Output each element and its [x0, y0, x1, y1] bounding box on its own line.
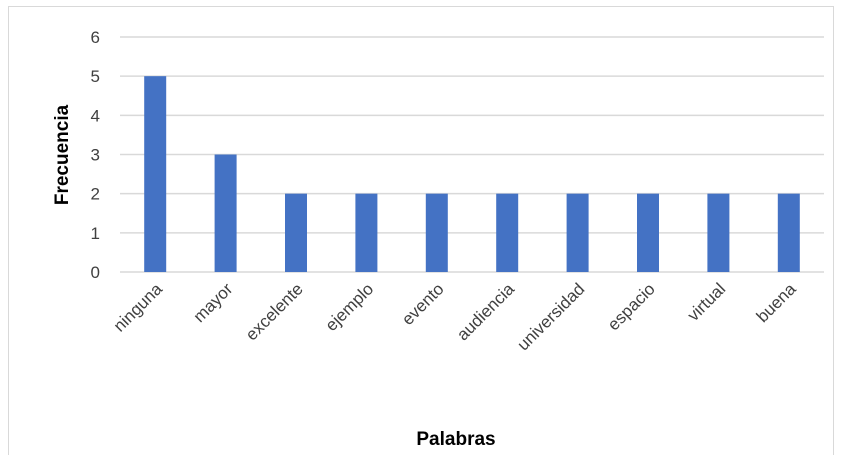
- bars: [144, 76, 800, 273]
- bar-mayor: [214, 154, 237, 272]
- bar-excelente: [285, 193, 307, 272]
- y-tick-label: 3: [91, 146, 100, 165]
- x-tick-label: virtual: [684, 279, 730, 325]
- x-tick-label: evento: [398, 279, 448, 329]
- bar-evento: [425, 193, 448, 272]
- bar-universidad: [566, 193, 589, 272]
- x-tick-label: ninguna: [110, 279, 167, 336]
- x-axis-title: Palabras: [416, 429, 495, 450]
- y-tick-label: 4: [91, 106, 100, 125]
- bar-espacio: [637, 193, 659, 272]
- x-tick-label: ejemplo: [322, 279, 378, 335]
- bar-ejemplo: [355, 193, 378, 272]
- y-tick-label: 6: [91, 28, 100, 47]
- x-tick-label: espacio: [604, 279, 659, 334]
- y-tick-label: 5: [91, 67, 100, 86]
- x-axis-ticks: ninguna mayor excelente ejemplo evento audien…: [110, 279, 800, 354]
- gridlines: [120, 36, 824, 273]
- y-tick-label: 1: [91, 224, 100, 243]
- bar-ninguna: [144, 76, 167, 273]
- bar-audiencia: [496, 193, 519, 272]
- x-tick-label: buena: [753, 279, 800, 326]
- y-axis-title: Frecuencia: [52, 104, 73, 205]
- y-tick-label: 2: [91, 185, 100, 204]
- x-tick-label: universidad: [514, 279, 589, 354]
- y-axis-ticks: 0 1 2 3 4 5 6: [91, 28, 100, 282]
- bar-virtual: [707, 193, 730, 272]
- y-tick-label: 0: [91, 263, 100, 282]
- bar-buena: [777, 193, 800, 272]
- x-tick-label: audiencia: [453, 279, 518, 344]
- x-tick-label: excelente: [242, 279, 307, 344]
- x-tick-label: mayor: [190, 279, 237, 326]
